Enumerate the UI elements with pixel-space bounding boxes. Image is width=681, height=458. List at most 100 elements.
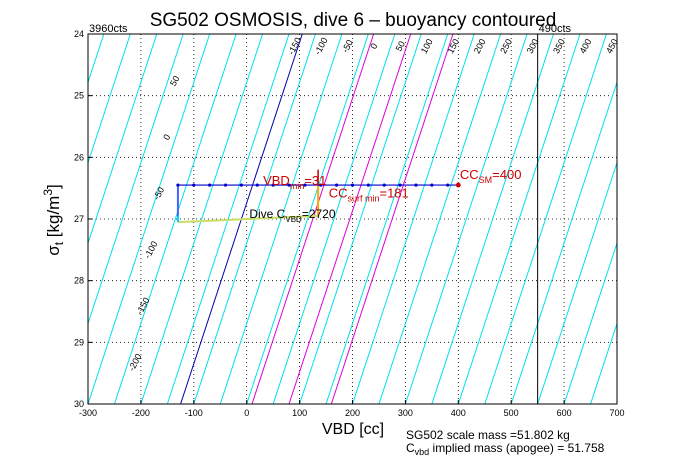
x-tick-label: 400 (451, 408, 466, 418)
x-axis-label: VBD [cc] (322, 421, 384, 438)
contour-label: 50 (168, 74, 182, 88)
contour-label: 300 (525, 37, 541, 55)
contour-label: -50 (151, 185, 166, 201)
apogee-point (382, 183, 386, 187)
apogee-point (430, 183, 434, 187)
y-axis-label: σt [kg/m3] (41, 184, 66, 256)
x-tick-label: 300 (398, 408, 413, 418)
buoyancy-contour-line (378, 34, 502, 404)
buoyancy-contour-line (113, 34, 237, 404)
buoyancy-contour-line (219, 34, 343, 404)
contour-labels: -150 -100 -50 0 50 100 150 200 250 300 350 400 450-2… (126, 36, 620, 373)
y-axis-label-end: ] (44, 184, 63, 189)
y-tick-label: 27 (74, 214, 84, 224)
buoyancy-contour-line (88, 34, 131, 165)
buoyancy-contour-line (88, 34, 211, 404)
footer-c-sub: vbd (414, 447, 430, 457)
y-axis-label-unit: [kg/m (44, 196, 63, 242)
buoyancy-contour-line (563, 241, 617, 404)
grid (88, 34, 617, 404)
x-tick-label: 700 (609, 408, 624, 418)
contour-label: 50 (394, 39, 408, 53)
x-tick-label: -300 (79, 408, 97, 418)
apogee-point (287, 183, 291, 187)
apogee-point (239, 183, 244, 187)
contour-label: 450 (604, 37, 620, 55)
x-tick-label: 500 (504, 408, 519, 418)
buoyancy-contour-line (404, 34, 528, 404)
buoyancy-contour-line (299, 34, 422, 404)
y-tick-label: 30 (74, 399, 84, 409)
x-tick-label: -100 (185, 408, 203, 418)
contour-label: 0 (161, 133, 172, 142)
contour-label: 200 (472, 37, 488, 55)
reference-line (288, 34, 412, 404)
apogee-point (335, 183, 339, 187)
vbd-min-annotation: VBDmin=31 (263, 173, 326, 191)
apogee-point (303, 183, 307, 187)
footer-implied-text: implied mass (apogee) = 51.758 (429, 441, 605, 455)
y-tick-label: 24 (74, 29, 84, 39)
y-axis-label-sup: 3 (41, 189, 55, 196)
contour-label: -100 (142, 239, 159, 260)
reference-line (251, 34, 375, 404)
apogee-point (208, 183, 212, 187)
apogee-point (366, 183, 370, 187)
axes: -300 -200 -100 0 100 200 300 400 500 600 700242526… (74, 29, 625, 418)
x-tick-label: 0 (244, 408, 249, 418)
contour-label: 0 (368, 42, 379, 51)
footer-implied-mass: Cvbd implied mass (apogee) = 51.758 (406, 442, 604, 458)
reference-lines (180, 34, 539, 404)
corner-label-right: 490cts (539, 23, 572, 35)
contour-label: 150 (445, 37, 461, 55)
contour-label: 100 (419, 37, 435, 55)
footer-c: C (406, 441, 415, 455)
contour-label: 400 (578, 37, 594, 55)
buoyancy-contour-line (590, 321, 617, 404)
reference-line (330, 34, 454, 404)
buoyancy-contour-line (140, 34, 264, 404)
y-axis-label-sub: t (52, 241, 66, 245)
buoyancy-contour-line (484, 34, 607, 404)
buoyancy-contour-line (537, 161, 617, 404)
y-axis-label-symbol: σ (44, 245, 63, 256)
cc-surf-annotation: CCsurf min=181 (329, 185, 409, 203)
x-tick-label: -200 (132, 408, 150, 418)
apogee-point (223, 183, 228, 187)
x-tick-label: 100 (292, 408, 307, 418)
x-tick-label: 600 (557, 408, 572, 418)
buoyancy-contour-line (88, 34, 184, 326)
chart-title: SG502 OSMOSIS, dive 6 – buoyancy contour… (150, 10, 557, 31)
buoyancy-contour-line (272, 34, 396, 404)
footer-scale-mass: SG502 scale mass =51.802 kg (406, 428, 570, 442)
buoyancy-contours (88, 34, 617, 404)
y-tick-label: 26 (74, 152, 84, 162)
cc-sm-marker (455, 182, 461, 188)
contour-label: 350 (551, 37, 567, 55)
y-tick-label: 29 (74, 337, 84, 347)
y-tick-label: 25 (74, 91, 84, 101)
cc-sm-annotation: CCSM=400 (460, 167, 522, 185)
buoyancy-contour-line (510, 80, 617, 404)
buoyancy-contour-line (325, 34, 449, 404)
apogee-point (271, 183, 275, 187)
buoyancy-contour-line (88, 34, 158, 245)
contour-label: 250 (498, 37, 514, 55)
apogee-point (398, 183, 402, 187)
contour-label: -50 (340, 38, 355, 54)
y-tick-label: 28 (74, 276, 84, 286)
dive-c-annotation: Dive CVBD=2720 (249, 207, 335, 224)
buoyancy-contour-line (457, 34, 581, 404)
apogee-point (319, 183, 323, 187)
apogee-point (192, 183, 196, 187)
buoyancy-contour-line (352, 34, 475, 404)
buoyancy-contour-line (246, 34, 369, 404)
apogee-point (176, 183, 180, 187)
apogee-point (446, 183, 450, 187)
dive-segment (177, 214, 319, 224)
apogee-point (350, 183, 355, 187)
corner-labels: 3960cts 490cts (89, 23, 572, 35)
corner-label-left: 3960cts (89, 23, 128, 35)
